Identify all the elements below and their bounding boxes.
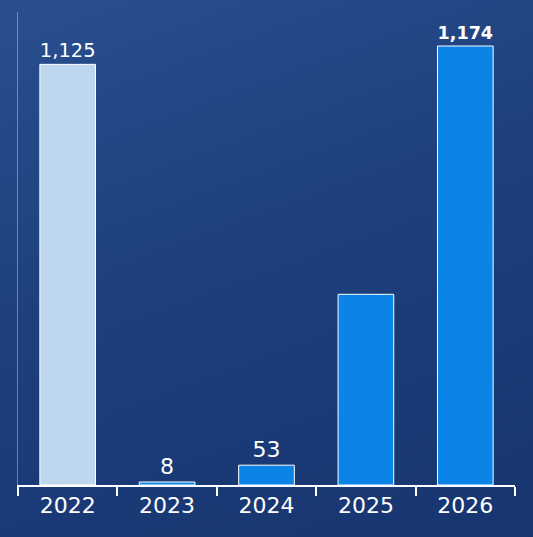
- svg-text:2022: 2022: [40, 493, 96, 518]
- svg-text:1,125: 1,125: [40, 39, 96, 62]
- svg-text:2025: 2025: [338, 493, 394, 518]
- svg-text:2026: 2026: [437, 493, 493, 518]
- svg-text:8: 8: [160, 454, 174, 479]
- svg-text:53: 53: [253, 437, 281, 462]
- svg-text:2023: 2023: [139, 493, 195, 518]
- svg-text:1,174: 1,174: [437, 23, 493, 43]
- svg-text:2024: 2024: [239, 493, 295, 518]
